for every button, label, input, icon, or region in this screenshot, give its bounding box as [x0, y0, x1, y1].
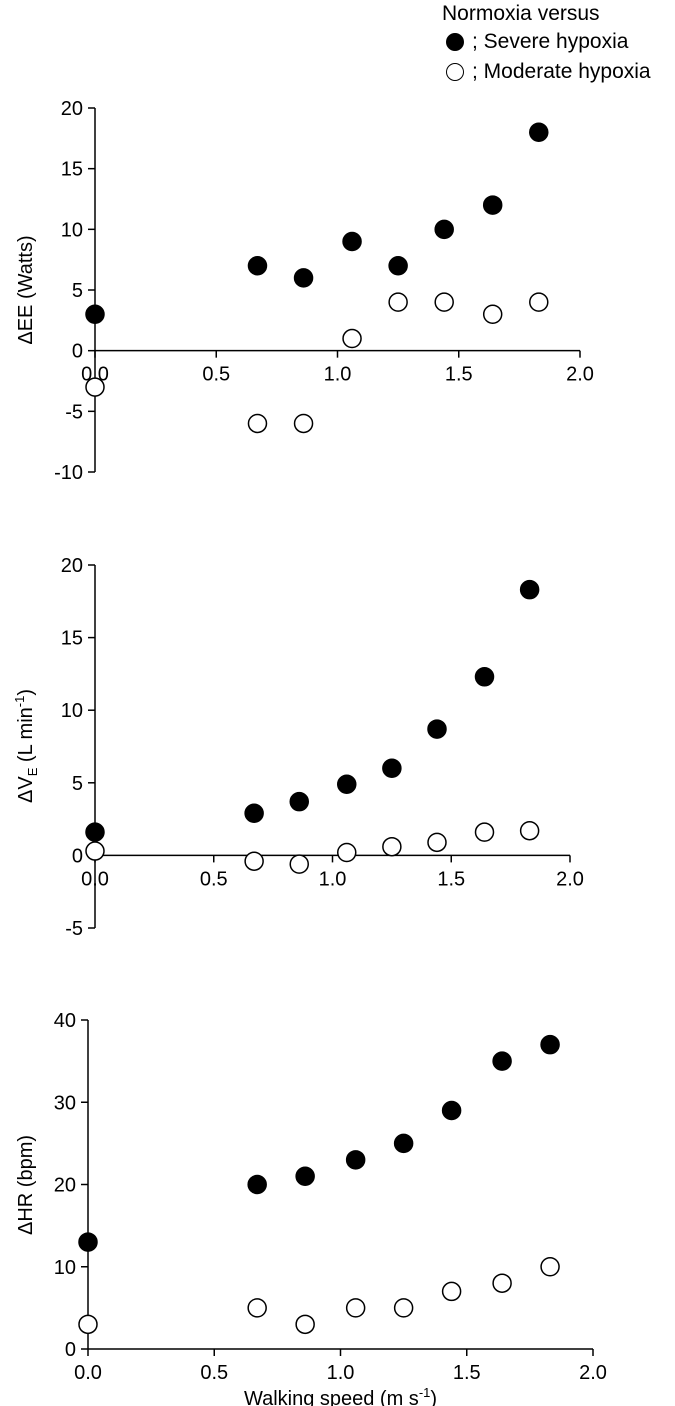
moderate-hypoxia-point: [244, 851, 264, 871]
severe-hypoxia-point: [540, 1034, 560, 1055]
moderate-hypoxia-point: [78, 1314, 98, 1335]
x-tick-label: 0.5: [200, 868, 228, 890]
moderate-hypoxia-point: [540, 1257, 560, 1277]
severe-hypoxia-point: [441, 1100, 462, 1121]
severe-hypoxia-point: [295, 1166, 315, 1187]
moderate-hypoxia-point: [482, 304, 503, 325]
severe-hypoxia-point: [492, 1051, 512, 1071]
moderate-hypoxia-point: [247, 1298, 267, 1318]
moderate-hypoxia-point: [247, 413, 268, 434]
moderate-hypoxia-point: [85, 841, 105, 861]
y-tick-label: 0: [72, 845, 83, 867]
y-tick-label: 0: [65, 1339, 76, 1361]
legend-label-severe: ; Severe hypoxia: [472, 30, 629, 53]
x-tick-label: 1.0: [319, 868, 347, 890]
filled-circle-icon: [446, 33, 464, 51]
x-tick-label: 1.5: [453, 1362, 481, 1384]
x-tick-label: 2.0: [566, 364, 594, 386]
y-axis-label: ΔHR (bpm): [15, 1135, 37, 1235]
moderate-hypoxia-point: [382, 836, 402, 857]
legend: Normoxia versus ; Severe hypoxia ; Moder…: [440, 0, 675, 90]
moderate-hypoxia-point: [345, 1298, 366, 1318]
severe-hypoxia-point: [337, 774, 357, 795]
legend-title: Normoxia versus: [442, 2, 600, 25]
moderate-hypoxia-point: [393, 1298, 414, 1318]
x-tick-label: 1.5: [437, 868, 465, 890]
severe-hypoxia-point: [519, 579, 540, 600]
moderate-hypoxia-point: [337, 842, 357, 863]
y-tick-label: 0: [72, 341, 83, 363]
severe-hypoxia-point: [427, 719, 447, 739]
chart-panel-2: -5 0 5 10 15 20 0.0 0.5 1.0 1.5 2.0 ΔVE (L min-1): [12, 555, 584, 940]
moderate-hypoxia-point: [434, 292, 454, 312]
severe-hypoxia-point: [247, 1174, 267, 1195]
x-tick-label: 1.5: [445, 364, 473, 386]
moderate-hypoxia-point: [295, 1314, 315, 1335]
moderate-hypoxia-point: [441, 1281, 462, 1302]
x-tick-label: 0.0: [81, 868, 109, 890]
moderate-hypoxia-point: [519, 820, 540, 841]
open-circle-icon: [446, 63, 464, 81]
chart-panel-3: 0 10 20 30 40 0.0 0.5 1.0 1.5 2.0 ΔHR (bpm) Walking…: [15, 1010, 607, 1406]
moderate-hypoxia-point: [388, 292, 408, 312]
severe-hypoxia-point: [85, 304, 105, 325]
severe-hypoxia-point: [247, 255, 268, 276]
x-tick-label: 2.0: [556, 868, 584, 890]
x-tick-label: 0.5: [202, 364, 230, 386]
y-tick-label: 20: [61, 98, 83, 120]
y-tick-label: 10: [54, 1257, 76, 1279]
y-axis-label: ΔVE (L min-1): [12, 689, 40, 803]
y-tick-label: -10: [54, 462, 83, 484]
severe-hypoxia-point: [482, 195, 503, 215]
x-tick-label: 0.0: [81, 364, 109, 386]
moderate-hypoxia-point: [427, 832, 447, 853]
y-tick-label: 30: [54, 1092, 76, 1114]
severe-hypoxia-point: [78, 1232, 98, 1252]
severe-hypoxia-point: [529, 122, 549, 143]
x-axis-label: Walking speed (m s-1): [244, 1385, 437, 1406]
moderate-hypoxia-point: [474, 822, 495, 842]
y-tick-label: 10: [61, 700, 83, 722]
y-tick-label: 5: [72, 773, 83, 795]
severe-hypoxia-point: [289, 791, 309, 812]
y-tick-label: 10: [61, 219, 83, 241]
x-tick-label: 1.0: [327, 1362, 355, 1384]
severe-hypoxia-point: [345, 1150, 366, 1170]
moderate-hypoxia-point: [289, 854, 309, 874]
severe-hypoxia-point: [342, 231, 362, 252]
x-tick-label: 0.5: [200, 1362, 228, 1384]
moderate-hypoxia-point: [342, 328, 362, 349]
y-tick-label: 15: [61, 628, 83, 650]
y-tick-label: 20: [61, 555, 83, 577]
severe-hypoxia-point: [393, 1133, 414, 1154]
y-tick-label: 20: [54, 1175, 76, 1197]
severe-hypoxia-point: [382, 758, 402, 779]
x-tick-label: 1.0: [324, 364, 352, 386]
y-tick-label: -5: [65, 918, 83, 940]
x-tick-label: 0.0: [74, 1362, 102, 1384]
legend-label-moderate: ; Moderate hypoxia: [472, 60, 651, 83]
y-tick-label: 5: [72, 280, 83, 302]
moderate-hypoxia-point: [293, 413, 314, 434]
moderate-hypoxia-point: [492, 1273, 512, 1293]
severe-hypoxia-point: [388, 255, 408, 276]
severe-hypoxia-point: [244, 803, 264, 824]
severe-hypoxia-point: [474, 667, 495, 687]
moderate-hypoxia-point: [529, 292, 549, 312]
severe-hypoxia-point: [293, 268, 314, 288]
severe-hypoxia-point: [85, 822, 105, 842]
x-tick-label: 2.0: [579, 1362, 607, 1384]
y-tick-label: 15: [61, 159, 83, 181]
y-axis-label: ΔEE (Watts): [15, 235, 37, 344]
y-tick-label: 40: [54, 1010, 76, 1032]
severe-hypoxia-point: [434, 219, 454, 240]
chart-panel-1: -10 -5 0 5 10 15 20 0.0 0.5 1.0 1.5 2.0 ΔEE (Watts): [15, 98, 594, 484]
y-tick-label: -5: [65, 401, 83, 423]
moderate-hypoxia-point: [85, 377, 105, 397]
